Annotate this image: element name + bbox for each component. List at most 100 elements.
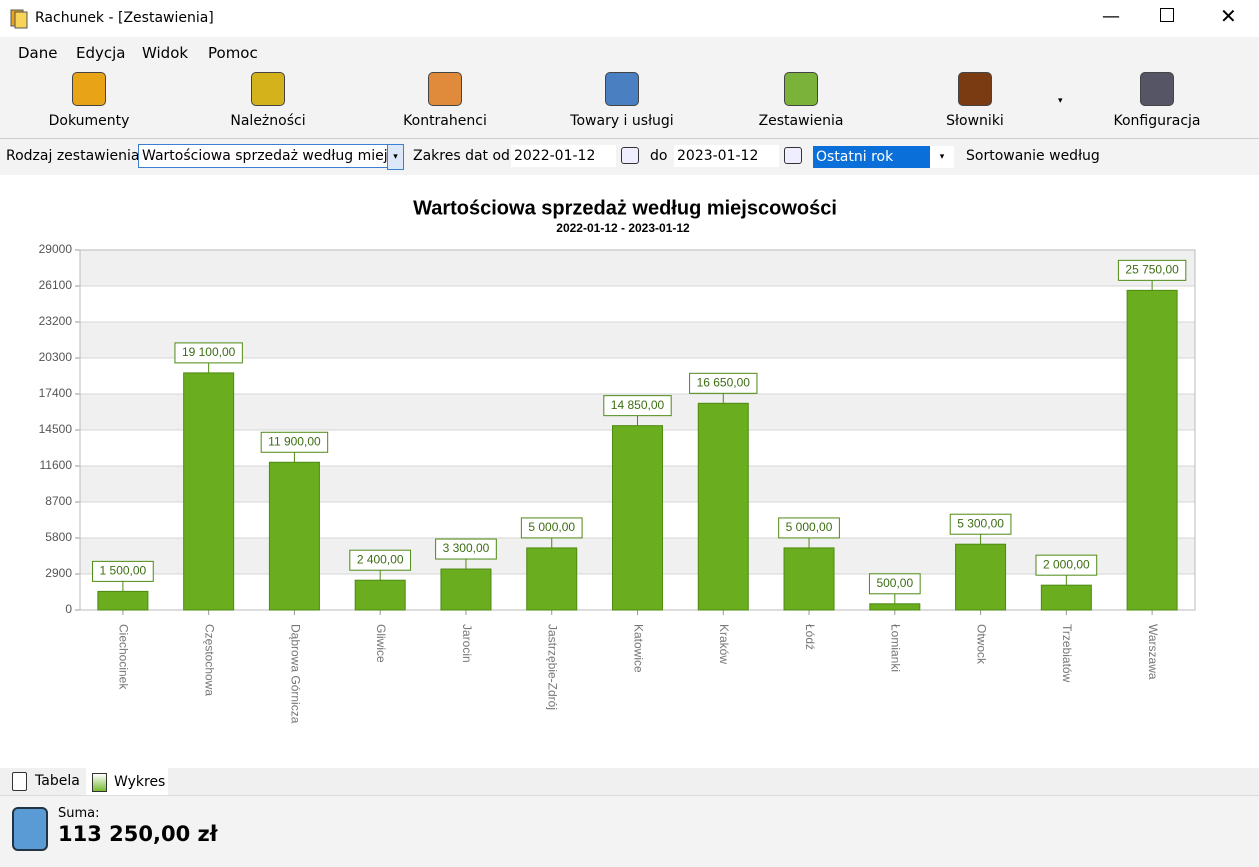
minimize-button[interactable]: — (1102, 6, 1120, 27)
menu-bar: Dane Edycja Widok Pomoc (0, 37, 1259, 68)
tab-icon (92, 773, 107, 792)
y-tick-label: 23200 (39, 314, 73, 328)
value-label: 14 850,00 (611, 398, 665, 412)
bar (783, 547, 835, 611)
label: Zakres dat od (413, 148, 510, 164)
value-label-box (435, 538, 497, 560)
value-label-box (603, 395, 672, 417)
value-label: 16 650,00 (697, 375, 751, 389)
bar (354, 579, 406, 611)
x-tick-label: Warszawa (1146, 624, 1160, 680)
bar (97, 590, 149, 611)
value-label: 3 300,00 (443, 541, 490, 555)
x-tick-label: Łomianki (889, 624, 903, 672)
bar (697, 402, 749, 611)
tab-bar: Tabela Wykres (0, 768, 1259, 796)
toolbar-icon (251, 72, 285, 106)
value-label-box (520, 517, 583, 539)
value-label: 5 300,00 (957, 516, 1004, 530)
toolbar-icon (72, 72, 106, 106)
value-label: 19 100,00 (182, 345, 236, 359)
maximize-button[interactable] (1160, 8, 1174, 22)
grid-band (80, 322, 1195, 358)
toolbar-button[interactable]: Należności (230, 113, 306, 129)
bar (268, 461, 320, 611)
date-from-input[interactable]: 2022-01-12 (511, 145, 616, 167)
value-label-box (689, 372, 758, 394)
title-bar (0, 0, 1259, 37)
menu-item[interactable]: Pomoc (208, 44, 258, 62)
filter-bar: Rodzaj zestawienia Wartościowa sprzedaż … (0, 139, 1259, 176)
grid-band (80, 250, 1195, 286)
menu-item[interactable]: Edycja (76, 44, 126, 62)
report-type-combo[interactable]: Wartościowa sprzedaż według miejscowości (138, 144, 391, 168)
bar (526, 547, 578, 611)
bar (1040, 584, 1092, 611)
x-tick-label: Ciechocinek (117, 624, 131, 690)
x-tick-label: Katowice (631, 624, 645, 673)
x-tick-label: Dąbrowa Górnicza (288, 624, 302, 724)
value-label: 2 000,00 (1043, 557, 1090, 571)
y-tick-label: 14500 (39, 422, 73, 436)
summary-value: 113 250,00 zł (58, 822, 218, 846)
toolbar-icon (428, 72, 462, 106)
tab[interactable]: Tabela (35, 773, 80, 789)
toolbar-button[interactable]: Konfiguracja (1113, 113, 1201, 129)
y-tick-label: 26100 (39, 278, 73, 292)
value-label-box (1117, 259, 1187, 281)
value-label: 11 900,00 (268, 434, 321, 448)
value-label: 5 000,00 (528, 520, 575, 534)
x-tick-label: Jastrzębie-Zdrój (546, 624, 560, 710)
dropdown-button[interactable]: ▾ (930, 146, 954, 168)
value-label: 25 750,00 (1125, 263, 1179, 277)
value-label: 5 000,00 (786, 520, 833, 534)
value-label: 1 500,00 (100, 564, 147, 578)
toolbar: Dokumenty Należności Kontrahenci Towary i u… (0, 67, 1259, 139)
value-label-box (949, 513, 1012, 535)
x-tick-label: Gliwice (374, 624, 388, 663)
value-label: 500,00 (876, 576, 913, 590)
chart: Wartościowa sprzedaż według miejscowości… (0, 175, 1259, 768)
x-tick-label: Łódź (803, 624, 817, 650)
calendar-button[interactable] (621, 147, 639, 164)
toolbar-button[interactable]: Słowniki (946, 113, 1004, 129)
close-button[interactable]: ✕ (1220, 4, 1237, 28)
x-tick-label: Otwock (974, 624, 988, 665)
label: Sortowanie według (966, 148, 1100, 164)
menu-item[interactable]: Dane (18, 44, 58, 62)
toolbar-button[interactable]: Dokumenty (48, 113, 130, 129)
menu-item[interactable]: Widok (142, 44, 189, 62)
date-to-input[interactable]: 2023-01-12 (674, 145, 779, 167)
value-label-box (778, 517, 840, 539)
value-label-box (260, 431, 329, 453)
toolbar-button[interactable]: Zestawienia (758, 113, 844, 129)
x-tick-label: Jarocin (460, 624, 474, 663)
toolbar-overflow[interactable]: ▾ (1058, 96, 1063, 106)
dropdown-button[interactable]: ▾ (387, 144, 404, 170)
value-label-box (174, 342, 243, 364)
x-tick-label: Kraków (717, 624, 731, 664)
bar (612, 425, 663, 611)
y-tick-label: 8700 (45, 494, 72, 508)
toolbar-button[interactable]: Towary i usługi (570, 113, 674, 129)
y-tick-label: 17400 (39, 386, 73, 400)
toolbar-button[interactable]: Kontrahenci (403, 113, 487, 129)
summary-label: Suma: (58, 806, 100, 821)
calendar-button[interactable] (784, 147, 802, 164)
chart-subtitle: 2022-01-12 - 2023-01-12 (556, 221, 690, 235)
bar (440, 568, 492, 611)
bar (1126, 289, 1178, 611)
calculator-icon (12, 807, 48, 851)
value-label-box (1035, 554, 1098, 576)
bar (869, 603, 921, 611)
toolbar-icon (784, 72, 818, 106)
tab[interactable]: Wykres (114, 774, 166, 790)
x-tick-label: Trzebiatów (1060, 624, 1074, 683)
toolbar-icon (1140, 72, 1174, 106)
value-label-box (349, 549, 412, 571)
period-select[interactable]: Ostatni rok (813, 146, 931, 168)
toolbar-icon (958, 72, 992, 106)
y-tick-label: 29000 (39, 242, 73, 256)
value-label: 2 400,00 (357, 552, 404, 566)
